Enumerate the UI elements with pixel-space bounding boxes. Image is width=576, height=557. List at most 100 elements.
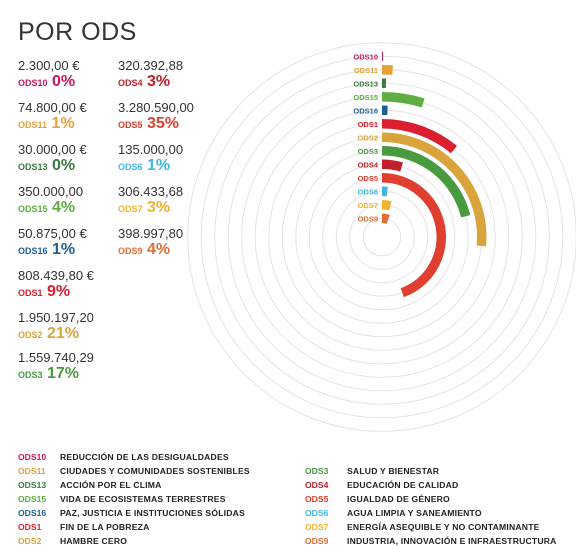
legend-code: ODS2: [18, 536, 42, 546]
legend-name: REDUCCIÓN DE LAS DESIGUALDADES: [60, 452, 229, 462]
legend-item-ods5: ODS5 IGUALDAD DE GÉNERO: [305, 493, 450, 505]
bar-label-ods6: ODS6: [358, 187, 378, 196]
figure-code: ODS6: [118, 162, 143, 172]
figure-ods16: 50.875,00 € ODS16 1%: [18, 226, 87, 259]
legend-code: ODS1: [18, 522, 42, 532]
figure-code: ODS1: [18, 288, 43, 298]
figure-ods5: 3.280.590,00 ODS5 35%: [118, 100, 194, 133]
figure-percentage: 0%: [47, 157, 76, 174]
legend-item-ods11: ODS11 CIUDADES Y COMUNIDADES SOSTENIBLES: [18, 465, 250, 477]
figure-amount: 30.000,00 €: [18, 142, 87, 157]
legend-name: IGUALDAD DE GÉNERO: [347, 494, 450, 504]
bar-label-ods5: ODS5: [358, 174, 378, 183]
bar-ods5: [381, 173, 446, 298]
figure-code: ODS9: [118, 246, 143, 256]
bar-ods3: [381, 146, 471, 218]
figure-amount: 320.392,88: [118, 58, 184, 73]
figure-amount: 50.875,00 €: [18, 226, 87, 241]
figure-code: ODS7: [118, 204, 143, 214]
bar-label-ods7: ODS7: [358, 201, 378, 210]
legend-code: ODS3: [305, 466, 329, 476]
bar-ods4: [381, 159, 403, 172]
legend-name: AGUA LIMPIA Y SANEAMIENTO: [347, 508, 482, 518]
figure-ods7: 306.433,68 ODS7 3%: [118, 184, 183, 217]
page-title: POR ODS: [18, 18, 137, 46]
figure-code: ODS16: [18, 246, 48, 256]
bar-ods2: [381, 132, 487, 247]
figure-ods9: 398.997,80 ODS9 4%: [118, 226, 183, 259]
bar-label-ods16: ODS16: [353, 106, 378, 115]
legend-item-ods15: ODS15 VIDA DE ECOSISTEMAS TERRESTRES: [18, 493, 226, 505]
bar-label-ods4: ODS4: [358, 160, 379, 169]
legend-code: ODS15: [18, 494, 47, 504]
bar-label-ods9: ODS9: [358, 214, 378, 223]
bar-label-ods2: ODS2: [358, 133, 378, 142]
figure-ods1: 808.439,80 € ODS1 9%: [18, 268, 94, 301]
legend-code: ODS16: [18, 508, 47, 518]
figure-amount: 398.997,80: [118, 226, 184, 241]
figure-code: ODS10: [18, 78, 48, 88]
bar-label-ods10: ODS10: [353, 52, 378, 61]
figure-ods3: 1.559.740,29 ODS3 17%: [18, 350, 94, 383]
figure-percentage: 4%: [47, 199, 76, 216]
legend-code: ODS11: [18, 466, 46, 476]
bar-label-ods13: ODS13: [353, 79, 378, 88]
figure-amount: 1.559.740,29: [18, 350, 94, 365]
bar-ods15: [381, 92, 425, 108]
figure-percentage: 4%: [142, 241, 171, 258]
figure-ods10: 2.300,00 € ODS10 0%: [18, 58, 79, 91]
figure-amount: 2.300,00 €: [18, 58, 80, 73]
legend-name: ACCIÓN POR EL CLIMA: [60, 480, 162, 490]
legend-code: ODS9: [305, 536, 329, 546]
legend-code: ODS10: [18, 452, 47, 462]
figure-percentage: 3%: [142, 73, 171, 90]
figure-percentage: 0%: [47, 73, 76, 90]
legend-name: CIUDADES Y COMUNIDADES SOSTENIBLES: [60, 466, 250, 476]
figure-code: ODS3: [18, 370, 43, 380]
figure-code: ODS11: [18, 120, 48, 130]
legend-code: ODS13: [18, 480, 47, 490]
figure-percentage: 1%: [47, 241, 76, 258]
figures-panel: 2.300,00 € ODS10 0% 74.800,00 € ODS11 1% 30.…: [0, 0, 240, 400]
legend-item-ods16: ODS16 PAZ, JUSTICIA E INSTITUCIONES SÓLID…: [18, 507, 245, 519]
legend-name: INDUSTRIA, INNOVACIÓN E INFRAESTRUCTURA: [347, 536, 557, 546]
legend-name: EDUCACIÓN DE CALIDAD: [347, 480, 459, 490]
figure-percentage: 1%: [47, 115, 75, 132]
legend-name: FIN DE LA POBREZA: [60, 522, 150, 532]
figure-ods15: 350.000,00 ODS15 4%: [18, 184, 83, 217]
figure-ods13: 30.000,00 € ODS13 0%: [18, 142, 87, 175]
figure-percentage: 35%: [142, 115, 179, 132]
legend-code: ODS4: [305, 480, 329, 490]
legend-code: ODS5: [305, 494, 329, 504]
legend-item-ods1: ODS1 FIN DE LA POBREZA: [18, 521, 150, 533]
legend-name: PAZ, JUSTICIA E INSTITUCIONES SÓLIDAS: [60, 508, 246, 518]
legend-code: ODS6: [305, 508, 329, 518]
figure-amount: 350.000,00: [18, 184, 84, 199]
figure-code: ODS15: [18, 204, 48, 214]
figure-code: ODS2: [18, 330, 43, 340]
figure-amount: 1.950.197,20: [18, 310, 94, 325]
legend-item-ods6: ODS6 AGUA LIMPIA Y SANEAMIENTO: [305, 507, 482, 519]
figure-percentage: 3%: [142, 199, 171, 216]
figure-amount: 3.280.590,00: [118, 100, 194, 115]
figure-amount: 74.800,00 €: [18, 100, 87, 115]
figure-amount: 306.433,68: [118, 184, 184, 199]
figure-percentage: 17%: [42, 365, 79, 382]
bar-label-ods11: ODS11: [354, 66, 378, 75]
figure-percentage: 9%: [42, 283, 71, 300]
legend-code: ODS7: [305, 522, 329, 532]
legend-item-ods9: ODS9 INDUSTRIA, INNOVACIÓN E INFRAESTRUCT…: [305, 535, 557, 547]
legend-name: VIDA DE ECOSISTEMAS TERRESTRES: [60, 494, 226, 504]
figure-amount: 135.000,00: [118, 142, 184, 157]
figure-code: ODS5: [118, 120, 143, 130]
figure-ods4: 320.392,88 ODS4 3%: [118, 58, 183, 91]
figure-ods6: 135.000,00 ODS6 1%: [118, 142, 183, 175]
bar-ods7: [381, 200, 392, 211]
legend-name: ENERGÍA ASEQUIBLE Y NO CONTAMINANTE: [347, 522, 540, 532]
legend-item-ods10: ODS10 REDUCCIÓN DE LAS DESIGUALDADES: [18, 451, 229, 463]
grid-ring: [187, 42, 576, 432]
figure-ods2: 1.950.197,20 ODS2 21%: [18, 310, 94, 343]
figure-percentage: 21%: [42, 325, 79, 342]
